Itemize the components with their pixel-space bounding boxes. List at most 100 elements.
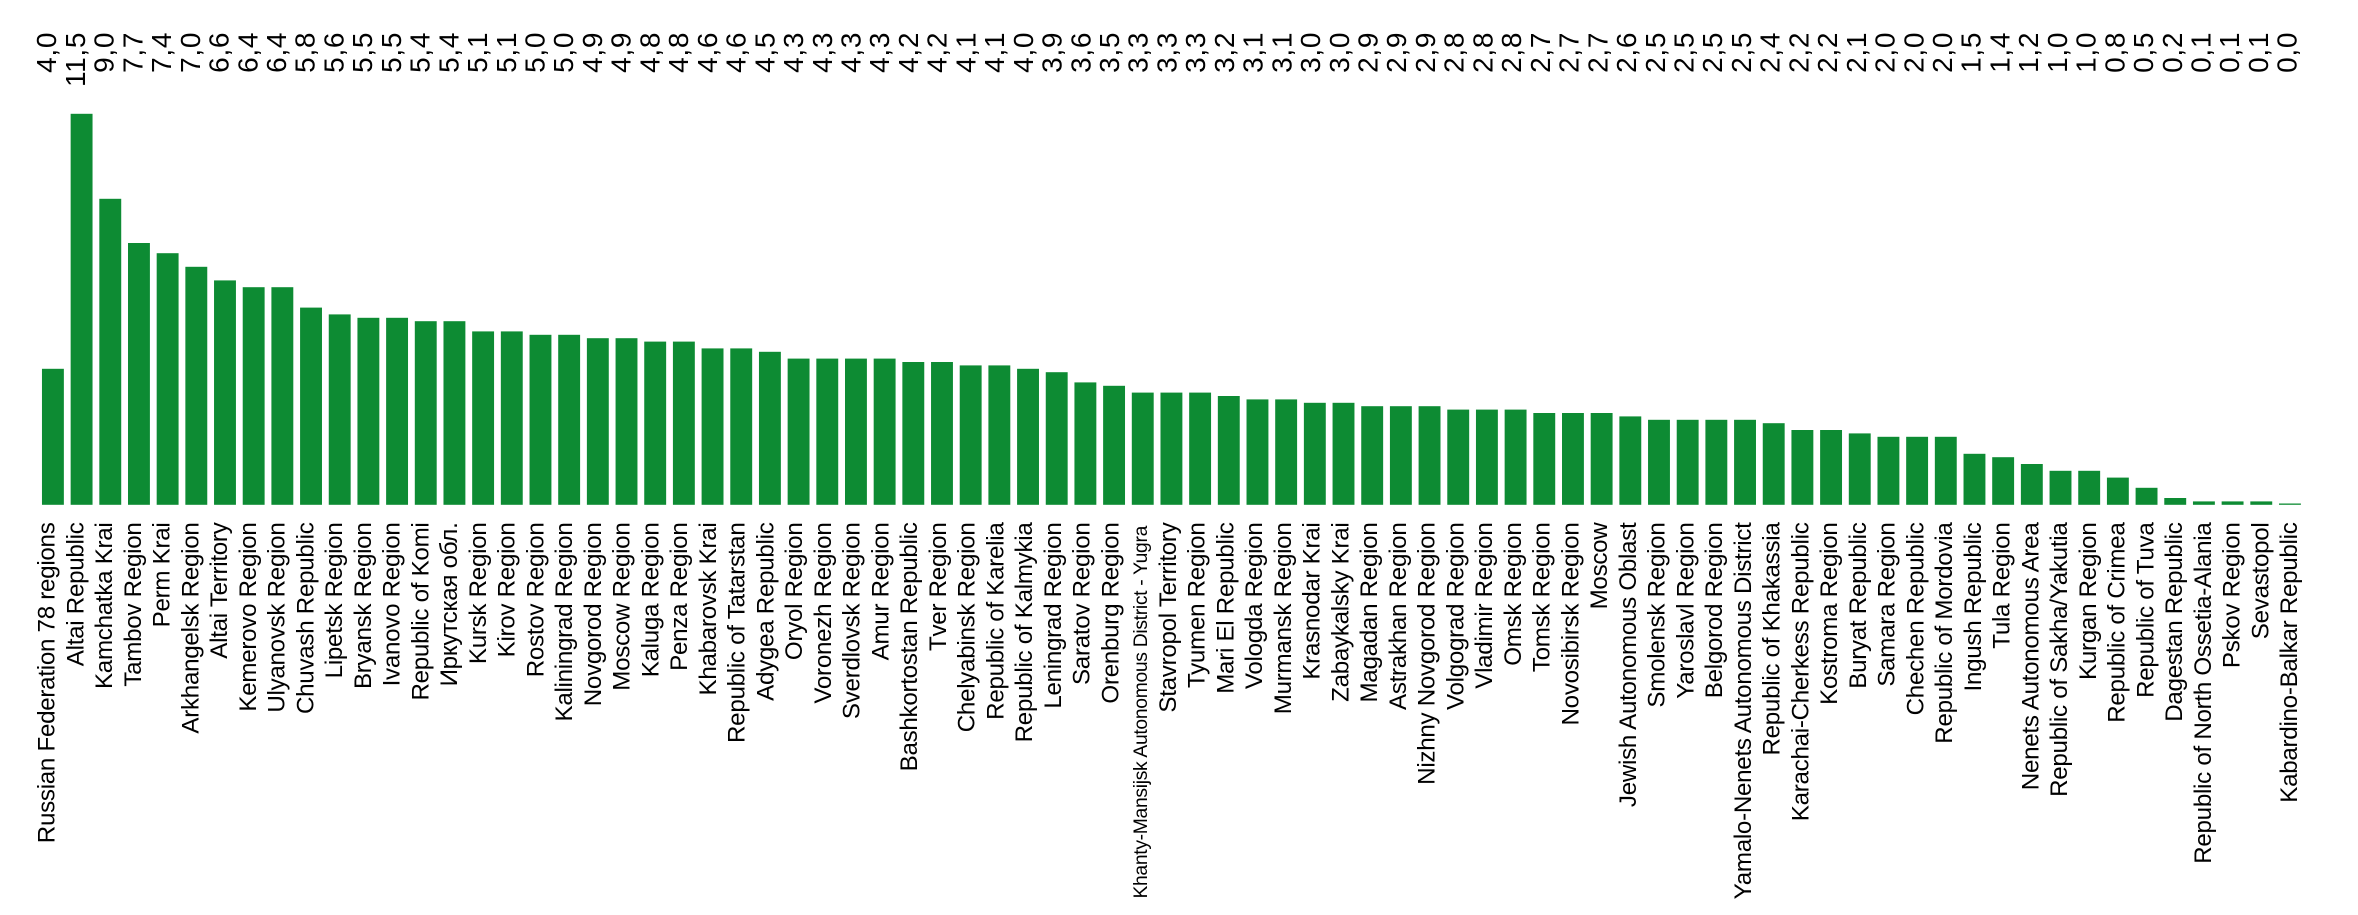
svg-text:1,5: 1,5	[1956, 32, 1987, 73]
svg-text:2,6: 2,6	[1611, 32, 1642, 73]
svg-text:4,1: 4,1	[950, 32, 981, 73]
svg-text:Oryol Region: Oryol Region	[781, 523, 808, 661]
svg-text:2,7: 2,7	[1525, 32, 1556, 73]
svg-text:Chuvash Republic: Chuvash Republic	[292, 522, 319, 714]
svg-text:1,0: 1,0	[2071, 32, 2102, 73]
svg-text:Jewish Autonomous Oblast: Jewish Autonomous Oblast	[1615, 522, 1642, 807]
svg-text:2,8: 2,8	[1496, 32, 1527, 73]
svg-text:Smolensk Region: Smolensk Region	[1644, 523, 1671, 708]
svg-text:Krasnodar Krai: Krasnodar Krai	[1299, 523, 1326, 680]
svg-text:Republic of Tatarstan: Republic of Tatarstan	[724, 523, 751, 743]
svg-text:Mari El Republic: Mari El Republic	[1212, 522, 1239, 693]
svg-text:Zabaykalsky Krai: Zabaykalsky Krai	[1327, 523, 1354, 702]
svg-text:4,0: 4,0	[1008, 32, 1039, 73]
svg-text:Republic of Khakassia: Republic of Khakassia	[1759, 522, 1786, 756]
svg-text:4,2: 4,2	[893, 32, 924, 73]
svg-text:Voronezh Region: Voronezh Region	[810, 523, 837, 704]
svg-text:Khabarovsk Krai: Khabarovsk Krai	[695, 523, 722, 696]
svg-text:4,9: 4,9	[606, 32, 637, 73]
svg-text:5,5: 5,5	[376, 32, 407, 73]
svg-text:2,8: 2,8	[1467, 32, 1498, 73]
svg-text:Altai Republic: Altai Republic	[62, 522, 89, 666]
svg-text:Republic of Crimea: Republic of Crimea	[2104, 522, 2131, 723]
svg-text:Nenets Autonomous Area: Nenets Autonomous Area	[2017, 522, 2044, 791]
svg-text:11,5: 11,5	[60, 32, 91, 87]
svg-text:Altai Territory: Altai Territory	[206, 521, 233, 658]
svg-text:Kemerovo Region: Kemerovo Region	[235, 523, 262, 712]
svg-text:Tyumen Region: Tyumen Region	[1184, 523, 1211, 689]
svg-text:2,5: 2,5	[1726, 32, 1757, 73]
svg-text:2,2: 2,2	[1783, 32, 1814, 73]
svg-text:2,5: 2,5	[1640, 32, 1671, 73]
svg-text:5,0: 5,0	[520, 32, 551, 73]
svg-text:Republic of Sakha/Yakutia: Republic of Sakha/Yakutia	[2046, 522, 2073, 797]
svg-text:4,5: 4,5	[749, 32, 780, 73]
svg-text:2,0: 2,0	[1898, 32, 1929, 73]
svg-text:Ivanovo Region: Ivanovo Region	[379, 523, 406, 687]
svg-text:Lipetsk Region: Lipetsk Region	[321, 523, 348, 679]
svg-text:Vologda Region: Vologda Region	[1241, 523, 1268, 690]
svg-text:Karachai-Cherkess Republic: Karachai-Cherkess Republic	[1787, 522, 1814, 821]
svg-text:Belgorod Region: Belgorod Region	[1701, 523, 1728, 699]
svg-text:4,6: 4,6	[721, 32, 752, 73]
svg-text:Penza Region: Penza Region	[666, 523, 693, 671]
svg-text:2,9: 2,9	[1353, 32, 1384, 73]
svg-text:4,3: 4,3	[864, 32, 895, 73]
svg-text:5,1: 5,1	[491, 32, 522, 73]
svg-text:2,2: 2,2	[1812, 32, 1843, 73]
svg-text:Bryansk Region: Bryansk Region	[350, 523, 377, 690]
svg-text:Republic of Komi: Republic of Komi	[407, 523, 434, 701]
svg-text:4,3: 4,3	[807, 32, 838, 73]
svg-text:Republic of Kalmykia: Republic of Kalmykia	[1011, 522, 1038, 743]
svg-text:Yaroslavl Region: Yaroslavl Region	[1672, 523, 1699, 699]
svg-text:2,0: 2,0	[1870, 32, 1901, 73]
svg-text:3,1: 3,1	[1238, 32, 1269, 73]
svg-text:Adygea Republic: Adygea Republic	[752, 522, 779, 701]
svg-text:5,4: 5,4	[405, 32, 436, 73]
svg-text:Perm Krai: Perm Krai	[149, 523, 176, 628]
svg-text:Kursk Region: Kursk Region	[465, 523, 492, 665]
svg-text:Moscow Region: Moscow Region	[609, 523, 636, 691]
svg-text:5,5: 5,5	[347, 32, 378, 73]
svg-text:9,0: 9,0	[89, 32, 120, 73]
svg-text:Leningrad Region: Leningrad Region	[1040, 523, 1067, 709]
svg-text:0,8: 0,8	[2099, 32, 2130, 73]
svg-text:2,9: 2,9	[1410, 32, 1441, 73]
svg-text:Vladimir Region: Vladimir Region	[1471, 523, 1498, 689]
svg-text:0,0: 0,0	[2272, 32, 2303, 73]
svg-text:2,5: 2,5	[1697, 32, 1728, 73]
svg-text:4,3: 4,3	[835, 32, 866, 73]
svg-text:Sevastopol: Sevastopol	[2247, 523, 2274, 640]
svg-text:5,0: 5,0	[548, 32, 579, 73]
svg-text:2,4: 2,4	[1755, 32, 1786, 73]
svg-text:3,0: 3,0	[1324, 32, 1355, 73]
svg-text:2,7: 2,7	[1582, 32, 1613, 73]
svg-text:3,1: 3,1	[1266, 32, 1297, 73]
svg-text:0,2: 0,2	[2157, 32, 2188, 73]
svg-text:Magadan Region: Magadan Region	[1356, 523, 1383, 703]
svg-text:4,2: 4,2	[922, 32, 953, 73]
svg-text:Иркутская обл.: Иркутская обл.	[436, 523, 463, 687]
svg-text:2,0: 2,0	[1927, 32, 1958, 73]
svg-text:Kirov Region: Kirov Region	[494, 523, 521, 658]
svg-text:1,2: 1,2	[2013, 32, 2044, 73]
svg-text:3,3: 3,3	[1180, 32, 1211, 73]
svg-text:Yamalo-Nenets Autonomous Distr: Yamalo-Nenets Autonomous District	[1730, 522, 1757, 899]
svg-text:2,9: 2,9	[1381, 32, 1412, 73]
svg-text:Samara Region: Samara Region	[1874, 523, 1901, 687]
svg-text:4,1: 4,1	[979, 32, 1010, 73]
svg-text:7,4: 7,4	[146, 32, 177, 73]
svg-text:Khanty-Mansijsk Autonomous Dis: Khanty-Mansijsk Autonomous District - Yu…	[1131, 525, 1152, 898]
svg-text:Buryat Republic: Buryat Republic	[1845, 522, 1872, 688]
svg-text:Volgograd Region: Volgograd Region	[1442, 523, 1469, 711]
svg-text:0,1: 0,1	[2243, 32, 2274, 73]
svg-text:Kostroma Region: Kostroma Region	[1816, 523, 1843, 705]
svg-text:Orenburg Region: Orenburg Region	[1097, 523, 1124, 704]
svg-text:6,6: 6,6	[204, 32, 235, 73]
svg-text:3,9: 3,9	[1037, 32, 1068, 73]
svg-text:Murmansk Region: Murmansk Region	[1270, 523, 1297, 715]
svg-text:5,1: 5,1	[462, 32, 493, 73]
svg-text:Nizhny Novgorod Region: Nizhny Novgorod Region	[1414, 523, 1441, 785]
svg-text:Tambov Region: Tambov Region	[120, 523, 147, 687]
svg-text:0,1: 0,1	[2186, 32, 2217, 73]
